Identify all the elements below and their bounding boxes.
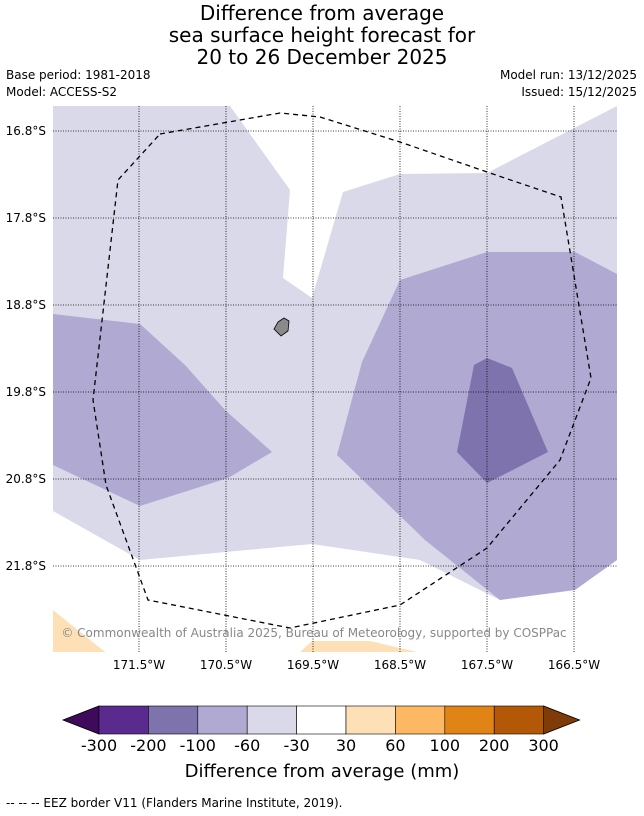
- colorbar-swatch: [197, 705, 248, 735]
- eez-legend-note: -- -- -- EEZ border V11 (Flanders Marine…: [6, 796, 343, 810]
- colorbar-tick-label: -300: [81, 736, 117, 755]
- colorbar: -300 -200 -100 -60 -30 30 60 100 200 300: [61, 705, 581, 755]
- colorbar-swatch: [345, 705, 396, 735]
- lat-label-21.8: 21.8°S: [6, 559, 46, 573]
- colorbar-tick-label: -30: [284, 736, 310, 755]
- lat-label-19.8: 19.8°S: [6, 385, 46, 399]
- contour-band-30-60-sw: [53, 610, 105, 652]
- lat-label-17.8: 17.8°S: [6, 211, 46, 225]
- model-run: Model run: 13/12/2025: [499, 68, 637, 82]
- lat-label-18.8: 18.8°S: [6, 298, 46, 312]
- colorbar-swatch: [444, 705, 495, 735]
- colorbar-tick-label: 60: [385, 736, 405, 755]
- map-title: Difference from average sea surface heig…: [0, 2, 644, 68]
- lon-label-167.5: 167.5°W: [461, 658, 513, 672]
- contour-band-m100-m60-west: [53, 314, 272, 506]
- contour-band-m200-m100: [457, 358, 548, 483]
- colorbar-over-arrow: [543, 705, 581, 735]
- contour-band-near-zero-south: [53, 511, 617, 652]
- colorbar-under-arrow: [61, 705, 100, 735]
- lon-label-171.5: 171.5°W: [113, 658, 165, 672]
- colorbar-tick-label: -100: [180, 736, 216, 755]
- colorbar-tick-label: 300: [528, 736, 559, 755]
- colorbar-swatch: [395, 705, 446, 735]
- title-line-2: sea surface height forecast for: [168, 23, 476, 47]
- model-name: Model: ACCESS-S2: [6, 85, 118, 99]
- niue-island: [273, 317, 290, 337]
- colorbar-swatch: [493, 705, 544, 735]
- lon-label-166.5: 166.5°W: [548, 658, 600, 672]
- colorbar-swatch: [148, 705, 199, 735]
- base-period: Base period: 1981-2018: [6, 68, 151, 82]
- colorbar-tick-label: 30: [336, 736, 356, 755]
- colorbar-title: Difference from average (mm): [184, 761, 460, 782]
- title-line-3: 20 to 26 December 2025: [196, 45, 448, 69]
- issued-date: Issued: 15/12/2025: [521, 85, 637, 99]
- colorbar-tick-label: 200: [479, 736, 510, 755]
- colorbar-swatch: [296, 705, 347, 735]
- title-line-1: Difference from average: [199, 1, 445, 25]
- colorbar-tick-label: -60: [234, 736, 260, 755]
- contour-band-30-60-south: [300, 641, 417, 652]
- longitude-labels: 171.5°W 170.5°W 169.5°W 168.5°W 167.5°W …: [113, 658, 600, 672]
- contour-band-near-zero: [230, 106, 617, 298]
- lat-label-16.8: 16.8°S: [6, 124, 46, 138]
- map-grid: [53, 106, 617, 652]
- run-info: Model run: 13/12/2025 Issued: 15/12/2025: [500, 67, 637, 101]
- contour-layer: [53, 106, 617, 652]
- lon-label-168.5: 168.5°W: [374, 658, 426, 672]
- copyright-text: © Commonwealth of Australia 2025, Bureau…: [61, 626, 566, 640]
- colorbar-swatch: [98, 705, 149, 735]
- colorbar-swatch: [246, 705, 297, 735]
- model-info: Base period: 1981-2018 Model: ACCESS-S2: [6, 67, 151, 101]
- lat-label-20.8: 20.8°S: [6, 472, 46, 486]
- latitude-labels: 16.8°S 17.8°S 18.8°S 19.8°S 20.8°S 21.8°…: [6, 124, 46, 573]
- colorbar-tick-label: -200: [130, 736, 166, 755]
- eez-border: [92, 112, 592, 629]
- lon-label-169.5: 169.5°W: [287, 658, 339, 672]
- colorbar-tick-label: 100: [430, 736, 461, 755]
- lon-label-170.5: 170.5°W: [200, 658, 252, 672]
